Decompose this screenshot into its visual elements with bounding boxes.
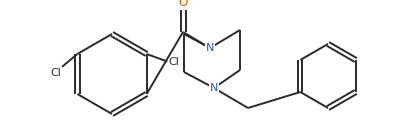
Text: Cl: Cl: [50, 68, 61, 78]
Text: N: N: [210, 83, 218, 93]
Text: N: N: [206, 43, 214, 53]
Text: O: O: [178, 0, 188, 9]
Text: Cl: Cl: [168, 57, 179, 67]
